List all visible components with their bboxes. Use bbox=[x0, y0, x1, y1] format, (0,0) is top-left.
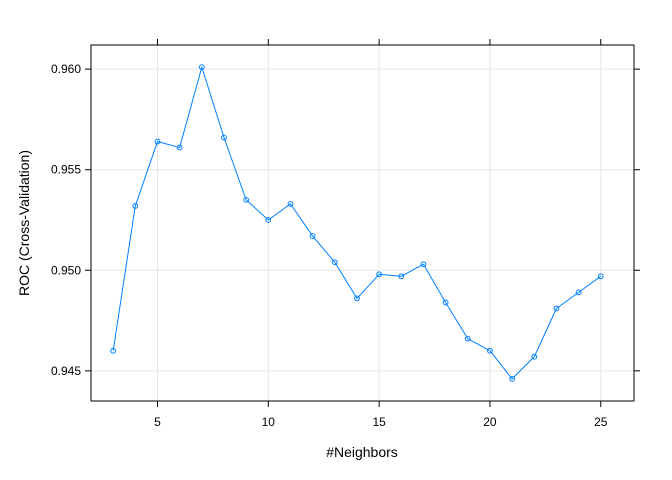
data-point bbox=[575, 289, 582, 296]
x-tick-label: 10 bbox=[262, 415, 276, 429]
x-tick-label: 5 bbox=[154, 415, 161, 429]
x-axis-title: #Neighbors bbox=[326, 444, 398, 460]
data-point bbox=[553, 305, 560, 312]
tick-labels: 5 10 15 20 25 0.945 0.950 0.955 0.960 bbox=[51, 62, 608, 429]
data-point bbox=[198, 64, 205, 71]
y-axis-title: ROC (Cross-Validation) bbox=[16, 150, 32, 296]
data-point bbox=[309, 233, 316, 239]
data-point bbox=[176, 144, 183, 151]
data-point bbox=[420, 261, 427, 268]
series-layer bbox=[110, 64, 604, 382]
data-point bbox=[132, 203, 139, 209]
data-point bbox=[265, 217, 272, 223]
x-tick-label: 15 bbox=[372, 415, 386, 429]
data-point bbox=[354, 295, 360, 302]
data-point bbox=[464, 335, 471, 342]
data-point bbox=[243, 196, 250, 203]
grid-lines bbox=[91, 45, 634, 401]
data-point bbox=[221, 134, 227, 141]
data-point bbox=[442, 299, 449, 306]
y-tick-label: 0.955 bbox=[51, 163, 81, 177]
plot-frame bbox=[90, 44, 635, 402]
y-tick-label: 0.960 bbox=[51, 62, 81, 76]
axis-ticks bbox=[85, 39, 640, 407]
data-point bbox=[487, 347, 493, 354]
y-tick-label: 0.945 bbox=[51, 364, 81, 378]
data-point bbox=[331, 259, 338, 266]
data-point bbox=[110, 347, 117, 354]
x-tick-label: 25 bbox=[594, 415, 608, 429]
data-point bbox=[597, 273, 604, 280]
y-tick-label: 0.950 bbox=[51, 263, 81, 277]
data-point bbox=[398, 273, 405, 280]
series-line bbox=[112, 66, 602, 380]
data-point bbox=[154, 138, 161, 145]
data-point bbox=[509, 375, 516, 382]
data-point bbox=[531, 353, 538, 360]
data-point bbox=[376, 271, 383, 278]
data-point bbox=[287, 200, 294, 207]
x-tick-label: 20 bbox=[483, 415, 497, 429]
